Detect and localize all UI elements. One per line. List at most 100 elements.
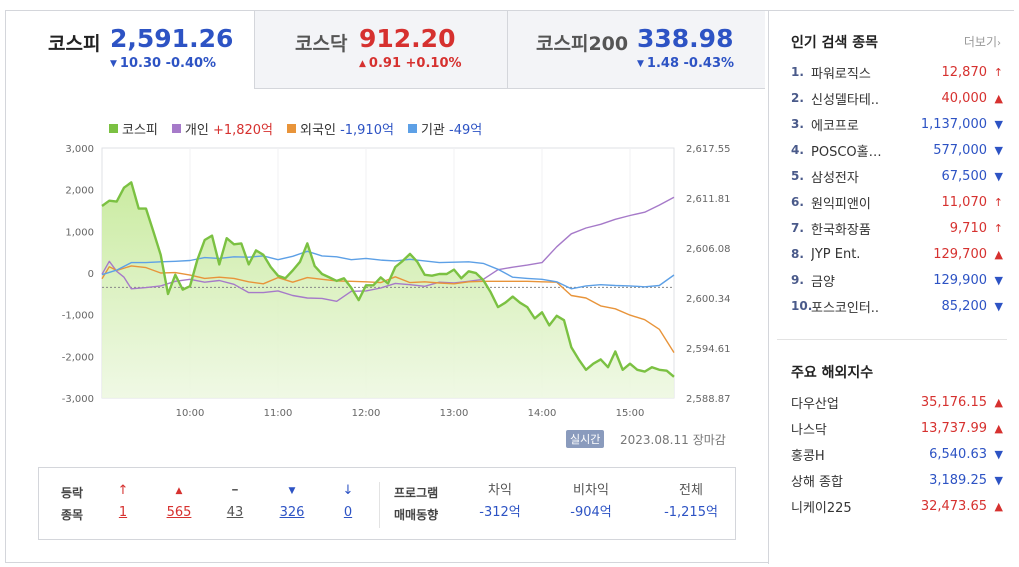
legend-item-institution[interactable]: 기관 -49억 [407,119,483,138]
popular-title: 인기 검색 종목 [791,35,879,51]
index-name[interactable]: 나스닥 [791,422,827,438]
legend-value: -49억 [449,123,483,138]
legend-label: 기관 [420,123,445,138]
kospi-area [102,182,674,398]
up-triangle-icon: ▲ [994,421,1003,435]
stock-name[interactable]: 에코프로 [811,118,859,134]
popular-item[interactable]: 10. 포스코인터.. 85,200 ▼ [791,293,1003,319]
stock-name[interactable]: POSCO홀… [811,144,882,160]
index-name[interactable]: 상해 종합 [791,474,843,490]
popular-item[interactable]: 7. 한국화장품 9,710 ↑ [791,215,1003,241]
popular-item[interactable]: 4. POSCO홀… 577,000 ▼ [791,137,1003,163]
stock-name[interactable]: 신성델타테.. [811,92,880,108]
breadth-lower-limit[interactable]: ↓ 0 [328,480,368,524]
breadth-fall[interactable]: ▼ 326 [272,480,312,524]
legend-label: 개인 [184,123,209,138]
rank: 2. [791,91,804,105]
up-triangle-icon: ▲ [994,247,1003,261]
down-triangle-icon: ▼ [994,447,1003,461]
popular-item[interactable]: 3. 에코프로 1,137,000 ▼ [791,111,1003,137]
legend-label: 외국인 [300,123,336,138]
tab-value: 338.98 [637,24,734,53]
tab-kospi[interactable]: 코스피 2,591.26 ▼ 10.30 -0.40% [6,11,254,89]
program-total: 전체 -1,215억 [646,480,736,524]
breadth-count[interactable]: 43 [226,505,244,520]
overseas-item[interactable]: 나스닥 13,737.99 ▲ [791,415,1003,441]
rank: 8. [791,247,804,261]
legend-value: -1,910억 [340,123,394,138]
legend-item-individual[interactable]: 개인 +1,820억 [171,119,273,138]
tab-kosdaq[interactable]: 코스닥 912.20 ▲ 0.91 +0.10% [254,11,507,89]
legend-label: 코스피 [122,123,158,138]
tab-change-text: 10.30 -0.40% [119,56,217,71]
index-price: 6,540.63 [929,446,987,462]
divider [379,482,380,528]
breadth-label-line1: 등락 [61,486,84,500]
down-triangle-icon: ▼ [637,59,644,69]
up-triangle-icon: ▲ [994,395,1003,409]
breadth-count[interactable]: 565 [166,505,192,520]
tab-kospi200[interactable]: 코스피200 338.98 ▼ 1.48 -0.43% [507,11,765,89]
stock-name[interactable]: JYP Ent. [811,246,861,262]
breadth-flat[interactable]: ━ 43 [215,480,255,524]
program-value: -1,215억 [664,505,718,520]
date-text: 2023.08.11 [620,433,689,447]
down-triangle-icon: ▼ [994,143,1003,157]
chevron-right-icon: › [997,38,1001,49]
market-breadth-box: 등락 종목 ↑ 1 ▲ 565 ━ 43 ▼ 326 ↓ 0 프로그램 매매동향 [38,467,736,540]
breadth-upper-limit[interactable]: ↑ 1 [103,480,143,524]
down-triangle-icon: ▼ [994,299,1003,313]
overseas-item[interactable]: 홍콩H 6,540.63 ▼ [791,441,1003,467]
stock-name[interactable]: 포스코인터.. [811,300,880,316]
y-right-tick-label: 2,611.81 [686,194,731,205]
popular-item[interactable]: 6. 원익피앤이 11,070 ↑ [791,189,1003,215]
breadth-count[interactable]: 0 [343,505,353,520]
stock-name[interactable]: 금양 [811,274,835,290]
x-tick-label: 12:00 [352,408,381,419]
popular-item[interactable]: 8. JYP Ent. 129,700 ▲ [791,241,1003,267]
index-price: 35,176.15 [920,394,987,410]
up-triangle-icon: ▲ [994,91,1003,105]
upper-limit-arrow-icon: ↑ [993,221,1003,235]
popular-item[interactable]: 1. 파워로직스 12,870 ↑ [791,59,1003,85]
down-triangle-icon: ▼ [994,473,1003,487]
index-name[interactable]: 다우산업 [791,396,839,412]
breadth-count[interactable]: 1 [118,505,128,520]
tab-change: ▼ 1.48 -0.43% [637,56,734,71]
y-right-tick-label: 2,600.34 [686,294,731,305]
stock-name[interactable]: 한국화장품 [811,222,871,238]
popular-item[interactable]: 2. 신성델타테.. 40,000 ▲ [791,85,1003,111]
rank: 6. [791,195,804,209]
y-left-tick-label: 3,000 [65,144,94,155]
chart-legend: 코스피 개인 +1,820억 외국인 -1,910억 기관 -49억 [109,119,482,138]
overseas-item[interactable]: 상해 종합 3,189.25 ▼ [791,467,1003,493]
legend-item-kospi[interactable]: 코스피 [109,119,158,138]
tab-value: 2,591.26 [110,24,234,53]
breadth-count[interactable]: 326 [279,505,305,520]
legend-item-foreign[interactable]: 외국인 -1,910억 [287,119,394,138]
intraday-chart: 3,000 2,000 1,000 0 -1,000 -2,000 -3,000 2,617.… [62,144,731,419]
index-name[interactable]: 홍콩H [791,448,825,464]
popular-item[interactable]: 9. 금양 129,900 ▼ [791,267,1003,293]
right-panel: 인기 검색 종목 더보기› 1. 파워로직스 12,870 ↑ 2. 신성델타테.. 40,… [768,11,1015,564]
popular-item[interactable]: 5. 삼성전자 67,500 ▼ [791,163,1003,189]
tab-name: 코스피 [48,33,101,55]
rank: 1. [791,65,804,79]
tab-value: 912.20 [359,24,456,53]
overseas-list: 다우산업 35,176.15 ▲ 나스닥 13,737.99 ▲ 홍콩H 6,540.63 ▼ 상… [791,389,1003,519]
overseas-item[interactable]: 다우산업 35,176.15 ▲ [791,389,1003,415]
breadth-rise[interactable]: ▲ 565 [159,480,199,524]
more-link[interactable]: 더보기› [964,33,1001,50]
y-left-tick-label: 1,000 [65,227,94,238]
y-right-tick-label: 2,588.87 [686,394,731,405]
upper-limit-arrow-icon: ↑ [993,195,1003,209]
kospi-line [101,181,675,378]
rank: 4. [791,143,804,157]
legend-swatch [287,124,297,133]
stock-name[interactable]: 삼성전자 [811,170,859,186]
overseas-item[interactable]: 니케이225 32,473.65 ▲ [791,493,1003,519]
y-left-tick-label: -3,000 [62,394,94,405]
index-name[interactable]: 니케이225 [791,500,852,516]
stock-name[interactable]: 원익피앤이 [811,196,871,212]
stock-name[interactable]: 파워로직스 [811,66,871,82]
